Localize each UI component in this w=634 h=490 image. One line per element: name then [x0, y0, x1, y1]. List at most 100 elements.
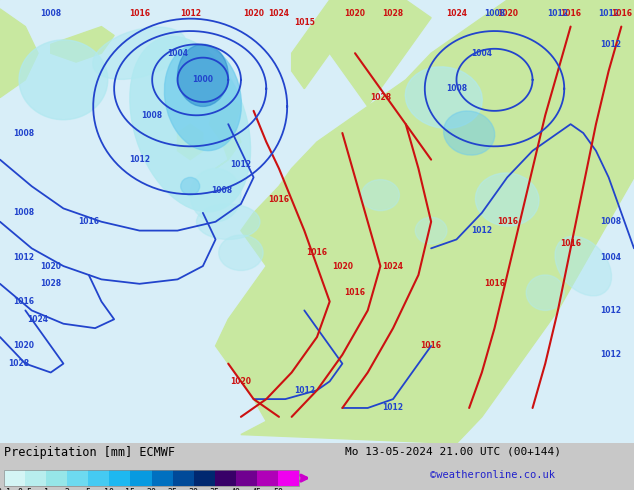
Text: 1020: 1020 [496, 9, 518, 18]
Ellipse shape [555, 236, 612, 296]
Text: 1012: 1012 [600, 306, 621, 315]
Text: 0.1: 0.1 [0, 488, 11, 490]
Bar [4, 470, 25, 486]
Text: 50: 50 [273, 488, 283, 490]
Text: 1028: 1028 [8, 359, 30, 368]
Bar [4, 470, 299, 486]
Polygon shape [51, 26, 114, 62]
Text: 1024: 1024 [382, 262, 404, 270]
Text: 1016: 1016 [611, 9, 632, 18]
Text: 1004: 1004 [600, 253, 621, 262]
Text: 2: 2 [65, 488, 70, 490]
Bar [25, 470, 46, 486]
Ellipse shape [93, 27, 186, 79]
Bar [215, 470, 236, 486]
Text: 1008: 1008 [13, 128, 34, 138]
Text: 1016: 1016 [560, 9, 581, 18]
Ellipse shape [476, 173, 539, 226]
Polygon shape [178, 124, 203, 160]
Ellipse shape [178, 44, 228, 106]
Text: 1000: 1000 [192, 75, 214, 84]
Text: 1020: 1020 [230, 377, 252, 386]
Text: 1020: 1020 [344, 9, 366, 18]
Ellipse shape [526, 275, 564, 311]
Polygon shape [216, 0, 634, 443]
Text: 1012: 1012 [471, 226, 493, 235]
Bar [109, 470, 131, 486]
Polygon shape [209, 98, 241, 169]
Text: 1008: 1008 [211, 186, 233, 195]
Ellipse shape [415, 217, 447, 244]
Text: 1016: 1016 [13, 297, 34, 306]
Bar [46, 470, 67, 486]
Text: 1028: 1028 [382, 9, 404, 18]
Text: 1016: 1016 [560, 240, 581, 248]
Ellipse shape [361, 180, 399, 211]
Text: 1020: 1020 [243, 9, 264, 18]
Text: ©weatheronline.co.uk: ©weatheronline.co.uk [430, 470, 555, 480]
Bar [88, 470, 109, 486]
Text: 1028: 1028 [370, 93, 391, 102]
Text: 1012: 1012 [129, 155, 150, 164]
Text: 1016: 1016 [129, 9, 150, 18]
Bar [67, 470, 88, 486]
Text: 1012: 1012 [547, 9, 569, 18]
Bar [257, 470, 278, 486]
Text: 1016: 1016 [484, 279, 505, 288]
Text: 1024: 1024 [27, 315, 49, 324]
Text: 25: 25 [167, 488, 178, 490]
Text: 1020: 1020 [40, 262, 61, 270]
Text: 40: 40 [231, 488, 241, 490]
Text: 1008: 1008 [446, 84, 467, 93]
Text: 1008: 1008 [13, 208, 34, 218]
Bar [172, 470, 193, 486]
Text: 1: 1 [44, 488, 49, 490]
Text: 1020: 1020 [13, 342, 34, 350]
Text: 1012: 1012 [179, 9, 201, 18]
Text: 1004: 1004 [167, 49, 188, 58]
Text: 15: 15 [126, 488, 136, 490]
Ellipse shape [164, 45, 242, 150]
Text: 1015: 1015 [294, 18, 314, 26]
Text: 1028: 1028 [40, 279, 61, 288]
Bar [278, 470, 299, 486]
Text: 1016: 1016 [306, 248, 328, 257]
Text: 1008: 1008 [141, 111, 163, 120]
Text: 10: 10 [105, 488, 114, 490]
Ellipse shape [197, 204, 260, 240]
Text: 1008: 1008 [484, 9, 505, 18]
Text: 1016: 1016 [344, 288, 366, 297]
Text: Precipitation [mm] ECMWF: Precipitation [mm] ECMWF [4, 446, 175, 460]
Text: 1008: 1008 [600, 217, 621, 226]
Text: 1024: 1024 [268, 9, 290, 18]
Polygon shape [292, 0, 431, 106]
Text: 1016: 1016 [496, 217, 518, 226]
Text: 1012: 1012 [230, 160, 252, 169]
Text: 1012: 1012 [13, 253, 34, 262]
Bar [193, 470, 215, 486]
Text: 1012: 1012 [600, 40, 621, 49]
Ellipse shape [130, 37, 250, 212]
Text: 1012: 1012 [382, 403, 404, 413]
Text: 1016: 1016 [78, 217, 100, 226]
Text: 1024: 1024 [446, 9, 467, 18]
Text: 5: 5 [86, 488, 91, 490]
Ellipse shape [19, 40, 108, 120]
Text: 30: 30 [189, 488, 198, 490]
Text: 1012: 1012 [294, 386, 315, 395]
Text: Mo 13-05-2024 21.00 UTC (00+144): Mo 13-05-2024 21.00 UTC (00+144) [345, 446, 561, 456]
Ellipse shape [405, 67, 482, 128]
Text: 1012: 1012 [598, 9, 619, 18]
Ellipse shape [444, 111, 495, 155]
Text: 20: 20 [146, 488, 157, 490]
Text: 45: 45 [252, 488, 262, 490]
Bar [236, 470, 257, 486]
Text: 1012: 1012 [600, 350, 621, 359]
Text: 0.5: 0.5 [18, 488, 32, 490]
Ellipse shape [190, 169, 241, 221]
Text: 35: 35 [210, 488, 220, 490]
Ellipse shape [219, 235, 263, 270]
Text: 1020: 1020 [332, 262, 353, 270]
Text: 1016: 1016 [420, 342, 442, 350]
Bar [152, 470, 172, 486]
